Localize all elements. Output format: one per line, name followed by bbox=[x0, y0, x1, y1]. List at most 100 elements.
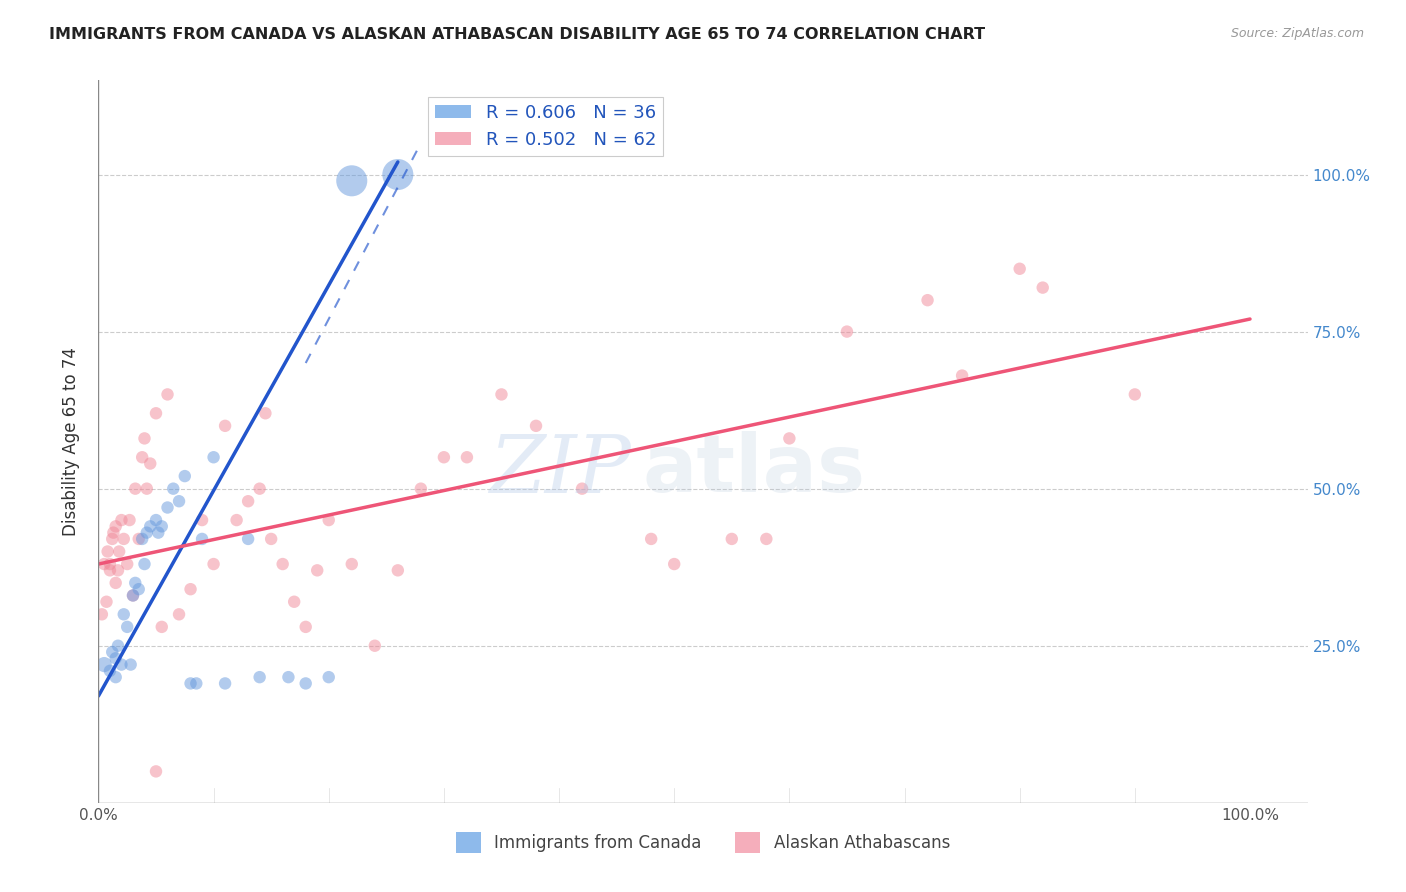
Point bbox=[294, 620, 316, 634]
Text: atlas: atlas bbox=[643, 432, 866, 509]
Point bbox=[128, 582, 150, 597]
Point bbox=[90, 607, 112, 622]
Point bbox=[110, 513, 132, 527]
Point bbox=[202, 450, 225, 465]
Point bbox=[104, 519, 127, 533]
Point bbox=[98, 557, 121, 571]
Point bbox=[156, 500, 179, 515]
Point bbox=[120, 657, 142, 672]
Point bbox=[103, 525, 125, 540]
Point bbox=[104, 575, 127, 590]
Point bbox=[124, 575, 146, 590]
Point bbox=[107, 639, 129, 653]
Point bbox=[271, 557, 294, 571]
Text: IMMIGRANTS FROM CANADA VS ALASKAN ATHABASCAN DISABILITY AGE 65 TO 74 CORRELATION: IMMIGRANTS FROM CANADA VS ALASKAN ATHABA… bbox=[49, 27, 986, 42]
Point bbox=[134, 557, 156, 571]
Text: Source: ZipAtlas.com: Source: ZipAtlas.com bbox=[1230, 27, 1364, 40]
Point bbox=[364, 639, 387, 653]
Point bbox=[139, 457, 162, 471]
Point bbox=[260, 532, 283, 546]
Point bbox=[214, 676, 236, 690]
Point bbox=[167, 607, 190, 622]
Point bbox=[97, 544, 120, 558]
Point bbox=[145, 764, 167, 779]
Point bbox=[249, 670, 271, 684]
Point bbox=[107, 563, 129, 577]
Legend: Immigrants from Canada, Alaskan Athabascans: Immigrants from Canada, Alaskan Athabasc… bbox=[450, 826, 956, 860]
Point bbox=[720, 532, 742, 546]
Point bbox=[150, 620, 173, 634]
Point bbox=[96, 595, 118, 609]
Point bbox=[387, 168, 409, 182]
Point bbox=[225, 513, 247, 527]
Point bbox=[456, 450, 478, 465]
Point bbox=[191, 532, 214, 546]
Point bbox=[122, 589, 145, 603]
Point bbox=[148, 525, 170, 540]
Point bbox=[101, 532, 124, 546]
Point bbox=[173, 469, 195, 483]
Point bbox=[124, 482, 146, 496]
Point bbox=[950, 368, 973, 383]
Point bbox=[778, 431, 800, 445]
Point bbox=[214, 418, 236, 433]
Point bbox=[112, 607, 135, 622]
Point bbox=[1008, 261, 1031, 276]
Point bbox=[131, 450, 153, 465]
Point bbox=[122, 589, 145, 603]
Point bbox=[134, 431, 156, 445]
Point bbox=[104, 670, 127, 684]
Point bbox=[640, 532, 662, 546]
Point bbox=[167, 494, 190, 508]
Point bbox=[236, 494, 259, 508]
Point bbox=[1032, 280, 1054, 294]
Point bbox=[835, 325, 858, 339]
Point bbox=[1123, 387, 1146, 401]
Point bbox=[110, 657, 132, 672]
Point bbox=[115, 557, 138, 571]
Point bbox=[755, 532, 778, 546]
Point bbox=[98, 563, 121, 577]
Point bbox=[156, 387, 179, 401]
Point bbox=[294, 676, 316, 690]
Point bbox=[162, 482, 184, 496]
Point bbox=[139, 519, 162, 533]
Point bbox=[664, 557, 686, 571]
Point bbox=[104, 651, 127, 665]
Point bbox=[145, 513, 167, 527]
Point bbox=[917, 293, 939, 308]
Point bbox=[433, 450, 456, 465]
Point bbox=[98, 664, 121, 678]
Point bbox=[249, 482, 271, 496]
Point bbox=[318, 513, 340, 527]
Point bbox=[145, 406, 167, 420]
Point bbox=[93, 557, 115, 571]
Point bbox=[108, 544, 131, 558]
Point bbox=[135, 525, 157, 540]
Point bbox=[202, 557, 225, 571]
Point bbox=[150, 519, 173, 533]
Point bbox=[118, 513, 141, 527]
Point bbox=[180, 676, 202, 690]
Point bbox=[491, 387, 513, 401]
Point bbox=[115, 620, 138, 634]
Point bbox=[283, 595, 305, 609]
Point bbox=[93, 657, 115, 672]
Point bbox=[318, 670, 340, 684]
Point bbox=[387, 563, 409, 577]
Text: ZIP: ZIP bbox=[489, 432, 630, 509]
Point bbox=[340, 557, 363, 571]
Point bbox=[112, 532, 135, 546]
Point bbox=[277, 670, 299, 684]
Point bbox=[191, 513, 214, 527]
Point bbox=[409, 482, 432, 496]
Point bbox=[571, 482, 593, 496]
Point bbox=[131, 532, 153, 546]
Point bbox=[186, 676, 208, 690]
Point bbox=[128, 532, 150, 546]
Point bbox=[236, 532, 259, 546]
Point bbox=[101, 645, 124, 659]
Point bbox=[307, 563, 329, 577]
Point bbox=[180, 582, 202, 597]
Point bbox=[340, 174, 363, 188]
